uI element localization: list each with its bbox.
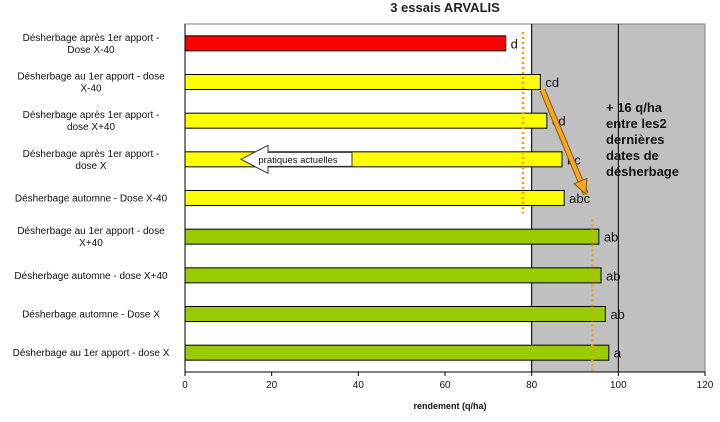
callout-text: désherbage [606,164,679,179]
category-label: X-40 [80,84,102,95]
bar [184,228,600,245]
callout-text: + 16 q/ha [606,100,663,115]
group-letter: cd [545,75,559,90]
x-axis-label: rendement (q/ha) [413,401,486,411]
group-letter: abc [569,191,590,206]
trend-arrow-shaft [540,89,588,195]
bar [184,306,606,322]
category-label: dose X [75,161,106,172]
category-label: Désherbage automne - dose X+40 [14,271,168,282]
chart-title: 3 essais ARVALIS [390,0,500,15]
x-tick-label: 20 [266,380,278,391]
bar [184,74,541,90]
category-label: Désherbage au 1er apport - dose [17,72,165,83]
left-arrow [239,144,353,175]
trend-arrow-head [573,177,588,196]
category-label: Désherbage au 1er apport - dose [17,226,165,237]
group-letter: ab [604,230,618,245]
bar [184,112,548,129]
category-label: Désherbage au 1er apport - dose X [13,348,170,359]
group-letter: d [511,36,518,51]
callout-text: entre les2 [606,116,667,131]
callout-text: dates de [606,148,659,163]
x-tick-label: 120 [697,380,714,391]
x-tick-label: 40 [353,380,365,391]
bar [184,190,565,206]
category-label: Dose X-40 [67,45,115,56]
category-label: dose X+40 [67,122,116,133]
category-label: Désherbage automne - Dose X-40 [15,194,168,205]
category-label: Désherbage après 1er apport - [23,110,160,121]
x-tick-label: 60 [439,380,451,391]
group-letter: ab [606,268,620,283]
callout-text: dernières [606,132,665,147]
bar [184,267,602,284]
bar [184,344,610,361]
x-tick-label: 0 [182,380,188,391]
category-label: Désherbage après 1er apport - [23,149,160,160]
category-label: X+40 [79,238,103,249]
left-arrow-label: pratiques actuelles [258,155,337,166]
bar [184,35,507,52]
category-label: Désherbage automne - Dose X [22,310,160,321]
x-tick-label: 100 [610,380,627,391]
group-letter: a [614,346,622,361]
group-letter: ab [610,307,624,322]
x-tick-label: 80 [526,380,538,391]
category-label: Désherbage après 1er apport - [23,33,160,44]
